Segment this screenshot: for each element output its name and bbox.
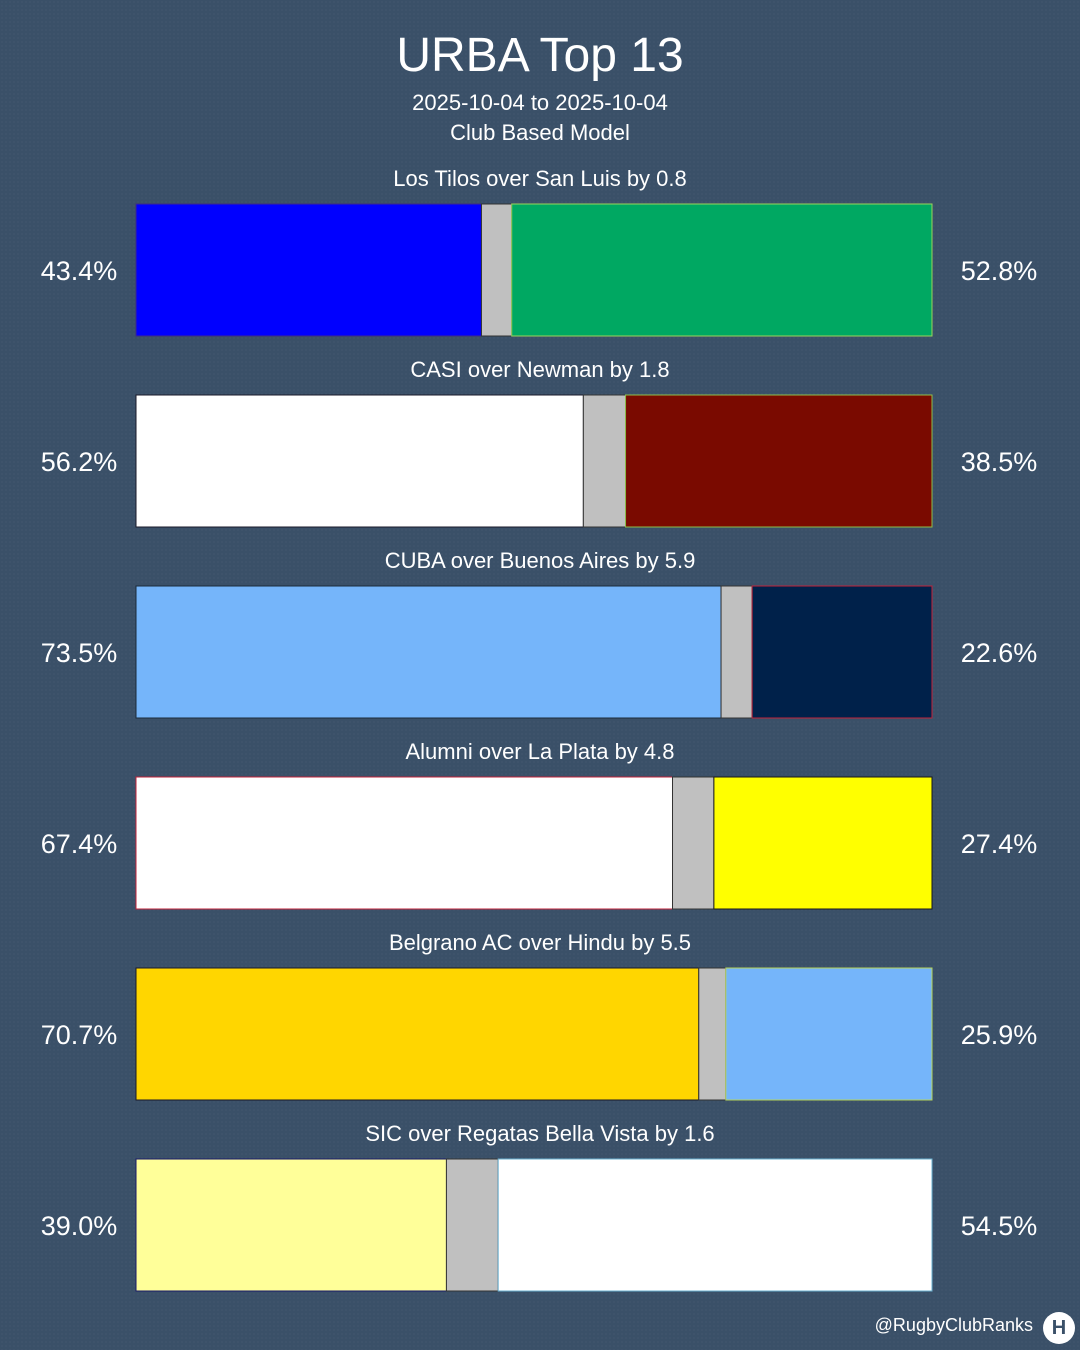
away-pct-label: 54.5% (961, 1211, 1038, 1241)
home-pct-label: 43.4% (41, 256, 118, 286)
model-name: Club Based Model (450, 120, 630, 145)
away-pct-label: 27.4% (961, 829, 1038, 859)
draw-bar (698, 967, 727, 1101)
draw-bar (672, 776, 715, 910)
home-win-bar (135, 203, 482, 337)
draw-bar (720, 585, 753, 719)
date-range: 2025-10-04 to 2025-10-04 (412, 90, 668, 115)
home-pct-label: 67.4% (41, 829, 118, 859)
match-label: Alumni over La Plata by 4.8 (405, 739, 674, 764)
match-label: CASI over Newman by 1.8 (410, 357, 669, 382)
home-win-bar (135, 1158, 447, 1292)
home-pct-label: 56.2% (41, 447, 118, 477)
match-probability-chart: Los Tilos over San Luis by 0.8 43.4% 52.8%… (41, 166, 1038, 1292)
match-label: Los Tilos over San Luis by 0.8 (393, 166, 687, 191)
match-label: CUBA over Buenos Aires by 5.9 (385, 548, 696, 573)
draw-bar (445, 1158, 499, 1292)
away-pct-label: 38.5% (961, 447, 1038, 477)
home-win-bar (135, 967, 700, 1101)
match-label: SIC over Regatas Bella Vista by 1.6 (365, 1121, 714, 1146)
home-win-bar (135, 585, 722, 719)
home-pct-label: 70.7% (41, 1020, 118, 1050)
home-win-bar (135, 776, 674, 910)
away-win-bar (713, 776, 933, 910)
home-pct-label: 39.0% (41, 1211, 118, 1241)
away-pct-label: 22.6% (961, 638, 1038, 668)
rugby-posts-icon: H (1043, 1312, 1075, 1344)
draw-bar (582, 394, 627, 528)
away-pct-label: 52.8% (961, 256, 1038, 286)
credit-handle[interactable]: @RugbyClubRanks (874, 1315, 1033, 1335)
away-win-bar (497, 1158, 933, 1292)
home-pct-label: 73.5% (41, 638, 118, 668)
draw-bar (480, 203, 513, 337)
away-win-bar (625, 394, 933, 528)
away-pct-label: 25.9% (961, 1020, 1038, 1050)
home-win-bar (135, 394, 584, 528)
away-win-bar (511, 203, 933, 337)
match-label: Belgrano AC over Hindu by 5.5 (389, 930, 691, 955)
away-win-bar (725, 967, 933, 1101)
away-win-bar (751, 585, 933, 719)
chart-title: URBA Top 13 (396, 29, 684, 82)
